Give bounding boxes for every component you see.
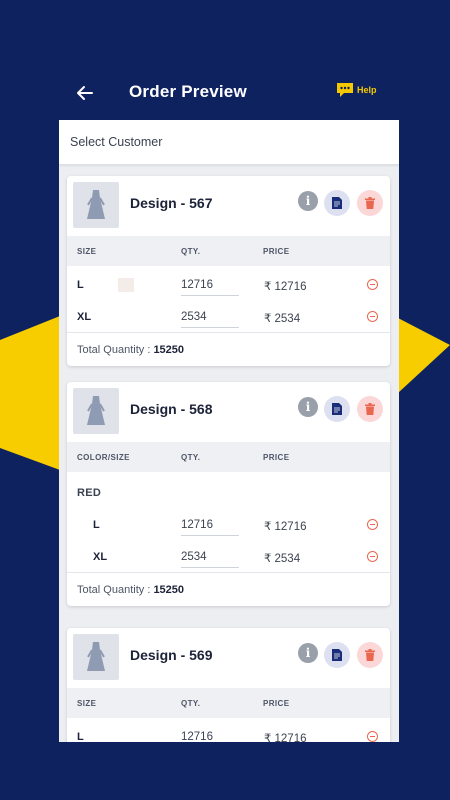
table-header: SIZE QTY. PRICE xyxy=(67,236,390,266)
dress-icon xyxy=(87,642,105,671)
back-button[interactable] xyxy=(72,80,98,106)
qty-input[interactable]: 2534 xyxy=(181,546,239,568)
info-icon: i xyxy=(305,400,311,414)
design-thumbnail[interactable] xyxy=(73,182,119,228)
price-header: PRICE xyxy=(263,247,290,256)
trash-icon xyxy=(365,197,375,209)
document-button[interactable] xyxy=(324,642,350,668)
price-value: ₹ 2534 xyxy=(264,553,301,565)
trash-icon xyxy=(365,649,375,661)
minus-circle-icon[interactable] xyxy=(367,519,378,530)
document-icon xyxy=(332,649,342,661)
qty-input[interactable]: 12716 xyxy=(181,726,239,742)
price-value: ₹ 12716 xyxy=(264,281,307,293)
qty-header: QTY. xyxy=(181,247,201,256)
qty-input[interactable]: 12716 xyxy=(181,274,239,296)
design-name: Design - 569 xyxy=(130,647,213,663)
dress-icon xyxy=(87,190,105,219)
table-header: SIZE QTY. PRICE xyxy=(67,688,390,718)
design-card: Design - 569 i SIZE QTY. PRICE L 12716 ₹… xyxy=(67,628,390,742)
color-size-header: COLOR/SIZE xyxy=(77,453,130,462)
minus-circle-icon[interactable] xyxy=(367,551,378,562)
size-label: XL xyxy=(77,311,92,323)
minus-circle-icon[interactable] xyxy=(367,279,378,290)
total-label: Total Quantity : xyxy=(77,344,151,356)
info-button[interactable]: i xyxy=(298,643,318,663)
table-row: L 12716 ₹ 12716 xyxy=(67,508,390,540)
document-button[interactable] xyxy=(324,396,350,422)
total-value: 15250 xyxy=(153,584,185,596)
dress-icon xyxy=(87,396,105,425)
total-quantity: Total Quantity : 15250 xyxy=(67,572,390,606)
minus-circle-icon[interactable] xyxy=(367,311,378,322)
app-header: Order Preview Help xyxy=(0,70,450,116)
delete-button[interactable] xyxy=(357,190,383,216)
size-label: L xyxy=(93,519,100,531)
trash-icon xyxy=(365,403,375,415)
table-header: COLOR/SIZE QTY. PRICE xyxy=(67,442,390,472)
design-name: Design - 568 xyxy=(130,401,213,417)
table-row: L 12716 ₹ 12716 xyxy=(67,720,390,742)
document-icon xyxy=(332,403,342,415)
size-label: XL xyxy=(93,551,108,563)
price-header: PRICE xyxy=(263,453,290,462)
info-icon: i xyxy=(305,194,311,208)
design-card: Design - 567 i SIZE QTY. PRICE L 12716 ₹… xyxy=(67,176,390,366)
total-label: Total Quantity : xyxy=(77,584,151,596)
table-row: XL 2534 ₹ 2534 xyxy=(67,540,390,572)
table-row: XL 2534 ₹ 2534 xyxy=(67,300,390,332)
color-group-label: RED xyxy=(77,487,102,499)
card-header: Design - 569 i xyxy=(67,628,390,688)
card-header: Design - 568 i xyxy=(67,382,390,442)
document-icon xyxy=(332,197,342,209)
total-quantity: Total Quantity : 15250 xyxy=(67,332,390,366)
design-card: Design - 568 i COLOR/SIZE QTY. PRICE RED… xyxy=(67,382,390,606)
size-label: L xyxy=(77,731,84,742)
price-value: ₹ 2534 xyxy=(264,313,301,325)
design-thumbnail[interactable] xyxy=(73,634,119,680)
help-label: Help xyxy=(357,85,377,95)
card-header: Design - 567 i xyxy=(67,176,390,236)
price-header: PRICE xyxy=(263,699,290,708)
help-button[interactable]: Help xyxy=(336,82,377,98)
qty-input[interactable]: 12716 xyxy=(181,514,239,536)
delete-button[interactable] xyxy=(357,396,383,422)
info-button[interactable]: i xyxy=(298,191,318,211)
qty-header: QTY. xyxy=(181,699,201,708)
info-icon: i xyxy=(305,646,311,660)
order-panel: Select Customer Design - 567 i SIZE QTY.… xyxy=(59,120,399,742)
minus-circle-icon[interactable] xyxy=(367,731,378,742)
delete-button[interactable] xyxy=(357,642,383,668)
size-header: SIZE xyxy=(77,247,97,256)
size-header: SIZE xyxy=(77,699,97,708)
size-label: L xyxy=(77,279,84,291)
design-name: Design - 567 xyxy=(130,195,213,211)
select-customer-field[interactable]: Select Customer xyxy=(59,120,399,165)
qty-input[interactable]: 2534 xyxy=(181,306,239,328)
price-value: ₹ 12716 xyxy=(264,733,307,742)
info-button[interactable]: i xyxy=(298,397,318,417)
table-row: L 12716 ₹ 12716 xyxy=(67,268,390,300)
chat-bubble-icon xyxy=(337,83,353,97)
design-thumbnail[interactable] xyxy=(73,388,119,434)
total-value: 15250 xyxy=(153,344,185,356)
price-value: ₹ 12716 xyxy=(264,521,307,533)
document-button[interactable] xyxy=(324,190,350,216)
qty-header: QTY. xyxy=(181,453,201,462)
arrow-left-icon xyxy=(77,86,93,100)
color-swatch xyxy=(118,278,134,292)
page-title: Order Preview xyxy=(129,82,247,101)
